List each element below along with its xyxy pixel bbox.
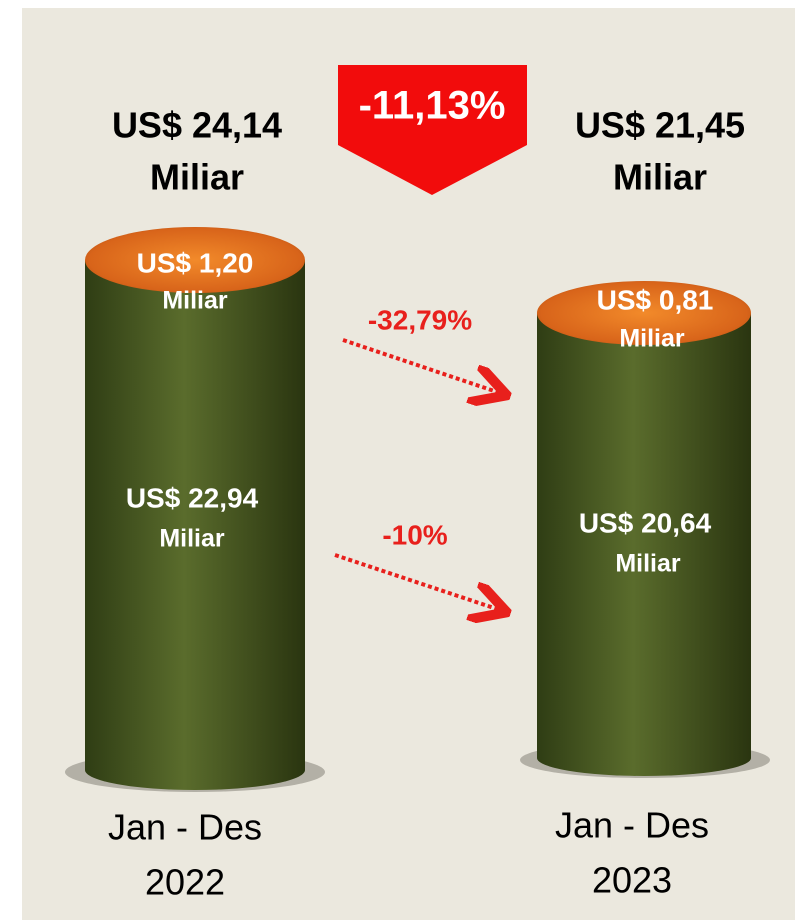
bottom-value: US$ 20,64 (579, 507, 712, 538)
bottom-unit: Miliar (159, 525, 225, 553)
cylinder-top (85, 227, 305, 293)
change-banner (338, 65, 527, 195)
top-value: US$ 0,81 (597, 284, 714, 315)
period-year: 2023 (592, 860, 672, 901)
total: US$ 24,14 (112, 105, 282, 146)
total-change: -11,13% (359, 84, 506, 128)
total-unit: Miliar (613, 157, 707, 198)
top-unit: Miliar (162, 287, 228, 315)
arrow (342, 338, 503, 394)
top-value: US$ 1,20 (137, 247, 254, 278)
cylinder-top (537, 281, 751, 345)
arrow-label: -32,79% (368, 304, 472, 335)
cylinder (85, 260, 305, 790)
period: Jan - Des (108, 807, 262, 848)
bottom-unit: Miliar (615, 550, 681, 578)
period: Jan - Des (555, 805, 709, 846)
total-unit: Miliar (150, 157, 244, 198)
cylinder (537, 313, 751, 776)
arrow (334, 553, 503, 611)
period-year: 2022 (145, 862, 225, 903)
arrow-label: -10% (382, 519, 447, 550)
top-unit: Miliar (619, 325, 685, 353)
total: US$ 21,45 (575, 105, 745, 146)
bottom-value: US$ 22,94 (126, 482, 259, 513)
